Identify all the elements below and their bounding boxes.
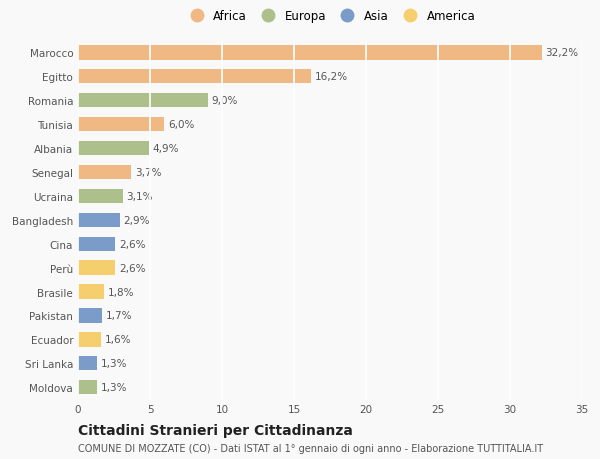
Bar — [78, 70, 311, 84]
Bar — [78, 118, 164, 132]
Bar — [78, 141, 149, 156]
Bar — [78, 237, 115, 252]
Bar — [78, 380, 97, 395]
Bar — [78, 308, 103, 323]
Legend: Africa, Europa, Asia, America: Africa, Europa, Asia, America — [182, 8, 478, 26]
Text: 9,0%: 9,0% — [211, 96, 238, 106]
Text: 1,7%: 1,7% — [106, 311, 133, 321]
Text: 2,6%: 2,6% — [119, 239, 146, 249]
Text: 4,9%: 4,9% — [152, 144, 179, 154]
Text: Cittadini Stranieri per Cittadinanza: Cittadini Stranieri per Cittadinanza — [78, 423, 353, 437]
Bar — [78, 213, 120, 228]
Text: 2,6%: 2,6% — [119, 263, 146, 273]
Bar — [78, 94, 208, 108]
Text: COMUNE DI MOZZATE (CO) - Dati ISTAT al 1° gennaio di ogni anno - Elaborazione TU: COMUNE DI MOZZATE (CO) - Dati ISTAT al 1… — [78, 443, 543, 453]
Bar — [78, 261, 115, 275]
Text: 2,9%: 2,9% — [124, 215, 150, 225]
Text: 1,8%: 1,8% — [107, 287, 134, 297]
Text: 3,1%: 3,1% — [126, 191, 153, 202]
Bar — [78, 356, 97, 371]
Bar — [78, 285, 104, 299]
Bar — [78, 46, 542, 61]
Text: 32,2%: 32,2% — [545, 48, 578, 58]
Text: 1,3%: 1,3% — [100, 358, 127, 369]
Bar — [78, 165, 131, 180]
Text: 3,7%: 3,7% — [135, 168, 161, 178]
Bar — [78, 332, 101, 347]
Text: 1,6%: 1,6% — [104, 335, 131, 345]
Text: 6,0%: 6,0% — [168, 120, 194, 130]
Bar — [78, 189, 122, 204]
Text: 16,2%: 16,2% — [315, 72, 348, 82]
Text: 1,3%: 1,3% — [100, 382, 127, 392]
